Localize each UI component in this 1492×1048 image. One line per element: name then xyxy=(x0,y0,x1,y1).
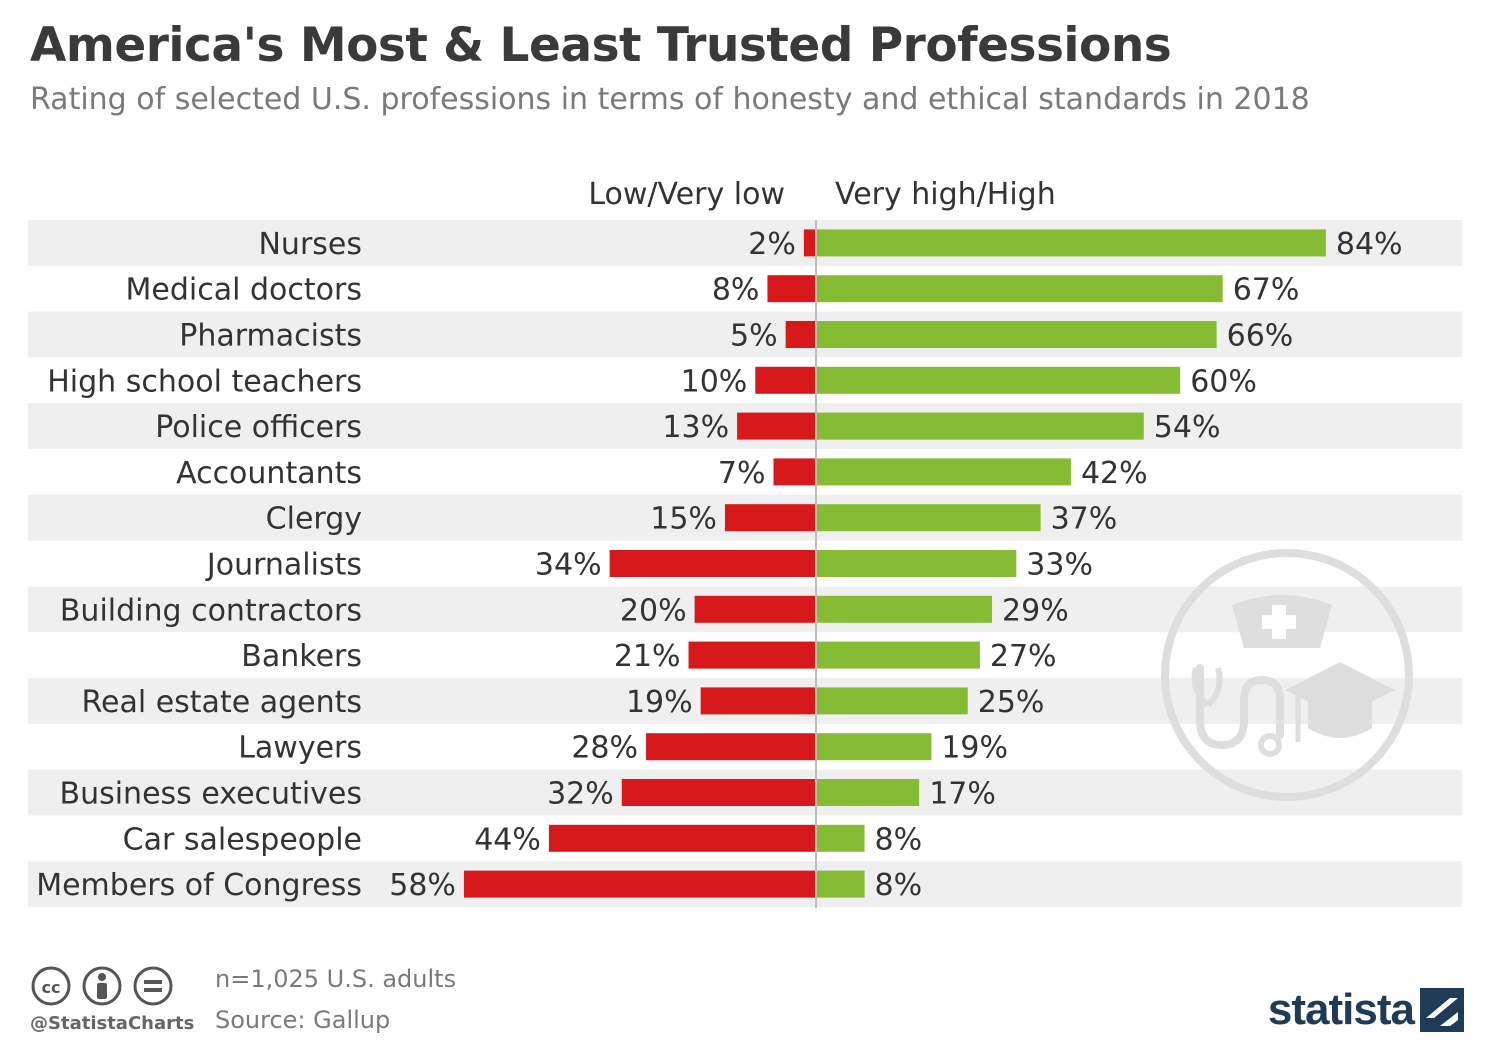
category-label: Accountants xyxy=(176,456,362,491)
category-label: Members of Congress xyxy=(36,868,362,903)
bar-high xyxy=(816,504,1041,532)
category-label: Journalists xyxy=(205,548,362,583)
statista-logo[interactable]: statista xyxy=(1268,985,1464,1035)
bar-high xyxy=(816,458,1071,486)
value-label-high: 8% xyxy=(875,868,923,903)
bar-low xyxy=(773,458,816,486)
value-label-low: 8% xyxy=(712,273,760,308)
chart-title: America's Most & Least Trusted Professio… xyxy=(30,18,1172,73)
value-label-low: 34% xyxy=(535,548,602,583)
value-label-low: 2% xyxy=(748,227,796,262)
chart-subtitle: Rating of selected U.S. professions in t… xyxy=(30,82,1310,117)
legend-high: Very high/High xyxy=(835,177,1056,212)
value-label-high: 84% xyxy=(1336,227,1403,262)
brand-name: statista xyxy=(1267,985,1415,1034)
bar-high xyxy=(816,687,968,715)
category-label: Lawyers xyxy=(238,731,362,766)
trust-chart: Low/Very low Very high/High Nurses 2% 84% M… xyxy=(28,177,1462,908)
bar-high xyxy=(816,595,993,623)
category-label: Car salespeople xyxy=(123,822,362,857)
value-label-high: 29% xyxy=(1002,593,1069,628)
category-label: Business executives xyxy=(60,777,363,812)
value-label-low: 15% xyxy=(650,502,717,537)
value-label-low: 5% xyxy=(730,319,778,354)
value-label-high: 25% xyxy=(978,685,1045,720)
value-label-high: 66% xyxy=(1227,319,1294,354)
bar-low xyxy=(548,824,816,852)
bar-high xyxy=(816,870,865,898)
value-label-high: 27% xyxy=(990,639,1057,674)
value-labels: Nurses 2% 84% Medical doctors 8% 67% Pharmacis… xyxy=(36,227,1402,903)
value-label-high: 60% xyxy=(1190,364,1257,399)
bar-low xyxy=(767,275,816,303)
value-label-high: 17% xyxy=(929,777,996,812)
value-label-low: 32% xyxy=(547,777,614,812)
statista-mark-icon xyxy=(1420,988,1464,1032)
value-label-high: 67% xyxy=(1233,273,1300,308)
value-label-high: 19% xyxy=(941,731,1008,766)
value-label-low: 21% xyxy=(614,639,681,674)
bar-low xyxy=(694,595,816,623)
bar-high xyxy=(816,412,1144,440)
value-label-low: 20% xyxy=(620,593,687,628)
value-label-high: 37% xyxy=(1051,502,1118,537)
legend-low: Low/Very low xyxy=(588,177,785,212)
category-label: Nurses xyxy=(258,227,362,262)
value-label-low: 13% xyxy=(662,410,729,445)
row-stripe xyxy=(28,311,1462,358)
svg-text:cc: cc xyxy=(42,978,61,997)
bar-high xyxy=(816,733,932,761)
category-label: Building contractors xyxy=(60,593,362,628)
category-label: Bankers xyxy=(241,639,362,674)
category-label: Clergy xyxy=(266,502,362,537)
bar-high xyxy=(816,641,980,669)
value-label-high: 54% xyxy=(1154,410,1221,445)
bar-low xyxy=(700,687,816,715)
sample-size: n=1,025 U.S. adults xyxy=(215,965,457,993)
bar-low xyxy=(755,366,816,394)
bar-low xyxy=(621,779,816,806)
bar-low xyxy=(609,550,816,577)
category-label: Medical doctors xyxy=(126,273,362,308)
bar-low xyxy=(463,870,816,898)
category-label: Pharmacists xyxy=(179,319,362,354)
bar-high xyxy=(816,366,1181,394)
value-label-low: 10% xyxy=(681,364,748,399)
value-label-low: 7% xyxy=(718,456,766,491)
bar-high xyxy=(816,229,1326,257)
bar-high xyxy=(816,275,1223,303)
creative-commons-icon: cc xyxy=(31,966,173,1006)
bar-low xyxy=(724,504,816,532)
profession-watermark-icon xyxy=(1161,549,1413,801)
legend: Low/Very low Very high/High xyxy=(588,177,1055,212)
bar-high xyxy=(816,779,920,806)
bar-low xyxy=(737,412,816,440)
value-label-high: 42% xyxy=(1081,456,1148,491)
source-note: Source: Gallup xyxy=(215,1006,391,1034)
value-label-low: 19% xyxy=(626,685,693,720)
bar-high xyxy=(816,824,865,852)
bar-high xyxy=(816,550,1017,577)
social-handle: @StatistaCharts xyxy=(30,1013,195,1034)
bar-low xyxy=(803,229,816,257)
category-label: Real estate agents xyxy=(82,685,363,720)
category-label: Police officers xyxy=(155,410,362,445)
category-label: High school teachers xyxy=(47,364,362,399)
value-label-low: 28% xyxy=(571,731,638,766)
bar-low xyxy=(688,641,816,669)
bar-low xyxy=(785,321,816,348)
value-label-high: 33% xyxy=(1026,548,1093,583)
bars xyxy=(463,229,1326,898)
bar-high xyxy=(816,321,1217,348)
value-label-high: 8% xyxy=(875,822,923,857)
value-label-low: 58% xyxy=(389,868,456,903)
bar-low xyxy=(646,733,816,761)
value-label-low: 44% xyxy=(474,822,541,857)
